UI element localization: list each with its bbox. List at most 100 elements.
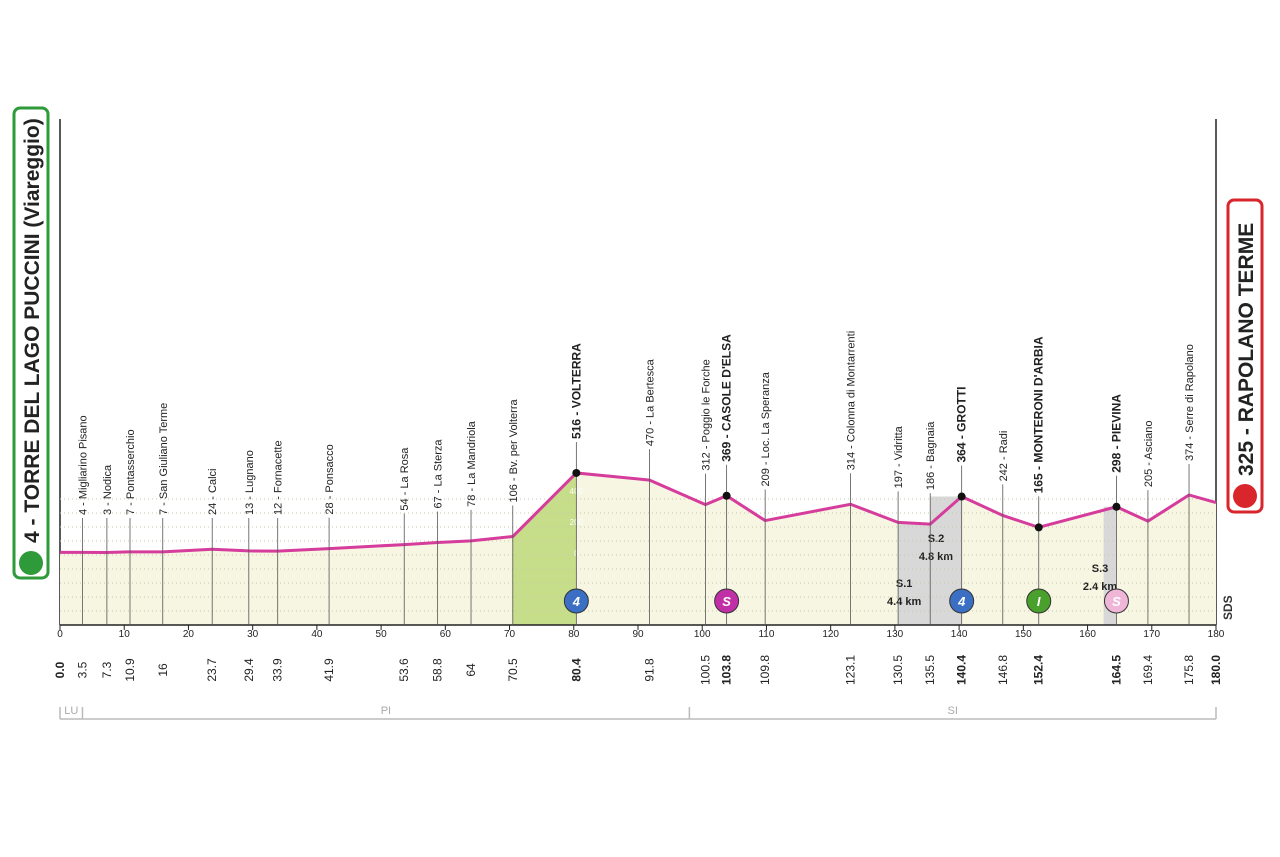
x-tick-label: 50 (376, 629, 388, 640)
km-label: 23.7 (205, 658, 219, 682)
finish-icon (1233, 484, 1257, 508)
start-badge (12, 106, 50, 580)
waypoint-label: 197 - Vidritta (893, 425, 905, 488)
logo: SDS (1221, 595, 1235, 620)
x-tick-label: 30 (247, 629, 259, 640)
waypoint-label: 186 - Bagnaia (925, 421, 937, 490)
km-label: 53.6 (397, 658, 411, 682)
waypoint-dot (1034, 523, 1043, 532)
km-label: 146.8 (996, 655, 1010, 685)
sector-name: S.2 (928, 533, 945, 545)
waypoint-label: 4 - Migliarino Pisano (77, 415, 89, 515)
sector-length: 2.4 km (1083, 581, 1117, 593)
x-tick-label: 160 (1079, 629, 1096, 640)
km-label: 70.5 (506, 658, 520, 682)
province-label: SI (947, 705, 957, 717)
waypoint-label: 7 - Pontasserchio (125, 429, 137, 515)
waypoint-label: 28 - Ponsacco (324, 444, 336, 514)
x-tick-label: 150 (1015, 629, 1032, 640)
waypoint-label: 364 - GROTTI (955, 387, 969, 463)
km-label: 0.0 (53, 661, 67, 678)
x-tick-label: 100 (694, 629, 711, 640)
climb-area (512, 472, 577, 625)
waypoint-label: 3 - Nodica (102, 464, 114, 515)
province-label: PI (381, 705, 391, 717)
sector-length: 4.8 km (919, 551, 953, 563)
x-tick-label: 20 (183, 629, 195, 640)
x-tick-label: 120 (822, 629, 839, 640)
km-label: 175.8 (1182, 655, 1196, 685)
climb-icon (949, 588, 975, 614)
waypoint-dot (722, 491, 731, 500)
province-label: LU (64, 705, 78, 717)
km-label: 169.4 (1141, 655, 1155, 685)
waypoint-label: 165 - MONTERONI D'ARBIA (1032, 336, 1046, 493)
x-tick-label: 180 (1208, 629, 1225, 640)
x-tick-label: 70 (504, 629, 516, 640)
x-tick-label: 80 (568, 629, 580, 640)
km-label: 100.5 (698, 655, 712, 685)
waypoint-label: 209 - Loc. La Speranza (760, 371, 772, 486)
waypoint-label: 67 - La Sterza (433, 439, 445, 509)
waypoint-label: 516 - VOLTERRA (569, 343, 583, 439)
x-tick-label: 90 (632, 629, 644, 640)
km-label: 91.8 (643, 658, 657, 682)
waypoint-label: 242 - Radi (998, 431, 1010, 482)
start-label: 4 - TORRE DEL LAGO PUCCINI (Viareggio) (21, 118, 44, 543)
km-label: 33.9 (271, 658, 285, 682)
sector-length: 4.4 km (887, 596, 921, 608)
x-tick-label: 170 (1143, 629, 1160, 640)
finish-badge (1226, 198, 1264, 514)
waypoint-dot (957, 492, 966, 501)
waypoint-label: 205 - Asciano (1143, 421, 1155, 488)
climb-icon-label: S (722, 594, 731, 609)
km-label: 7.3 (100, 661, 114, 678)
waypoint-label: 369 - CASOLE D'ELSA (720, 334, 734, 462)
sector (898, 524, 931, 625)
climb-icon (714, 588, 740, 614)
waypoint-label: 24 - Calci (207, 469, 219, 515)
km-label: 80.4 (569, 658, 583, 682)
climb-icon (563, 588, 589, 614)
km-label: 123.1 (844, 655, 858, 685)
finish-label: 325 - RAPOLANO TERME (1235, 223, 1258, 476)
km-label: 3.5 (75, 661, 89, 678)
start-icon (19, 551, 43, 575)
x-tick-label: 60 (440, 629, 452, 640)
x-tick-label: 110 (758, 629, 774, 640)
waypoint-label: 7 - San Giuliano Terme (158, 403, 170, 515)
waypoint-label: 54 - La Rosa (399, 447, 411, 511)
km-label: 29.4 (242, 658, 256, 682)
x-tick-label: 40 (311, 629, 323, 640)
waypoint-label: 106 - Bv. per Volterra (508, 399, 520, 503)
climb-icon-label: S (1112, 594, 1121, 609)
climb-icon-label: I (1037, 594, 1041, 609)
km-label: 135.5 (923, 655, 937, 685)
sector-name: S.1 (896, 578, 913, 590)
waypoint-dot (572, 468, 581, 477)
km-label: 16 (156, 663, 170, 677)
x-tick-label: 0 (57, 629, 63, 640)
profile-line (60, 471, 1217, 554)
km-label: 130.5 (891, 655, 905, 685)
waypoint-label: 312 - Poggio le Forche (700, 359, 712, 470)
waypoint-label: 314 - Colonna di Montarrenti (846, 331, 858, 470)
km-label: 109.8 (758, 655, 772, 685)
km-label: 64 (464, 663, 478, 677)
km-label: 180.0 (1209, 655, 1223, 685)
waypoint-label: 13 - Lugnano (244, 450, 256, 515)
x-tick-label: 130 (887, 629, 904, 640)
km-label: 10.9 (123, 658, 137, 682)
x-tick-label: 140 (951, 629, 968, 640)
waypoint-label: 470 - La Bertesca (645, 358, 657, 446)
waypoint-label: 298 - PIEVINA (1109, 394, 1123, 473)
km-label: 103.8 (720, 655, 734, 685)
x-tick-label: 10 (119, 629, 131, 640)
waypoint-dot (1112, 502, 1121, 511)
km-label: 164.5 (1109, 655, 1123, 685)
km-label: 140.4 (955, 655, 969, 685)
waypoint-label: 12 - Fornacette (273, 440, 285, 515)
km-label: 41.9 (322, 658, 336, 682)
climb-icon (1026, 588, 1052, 614)
